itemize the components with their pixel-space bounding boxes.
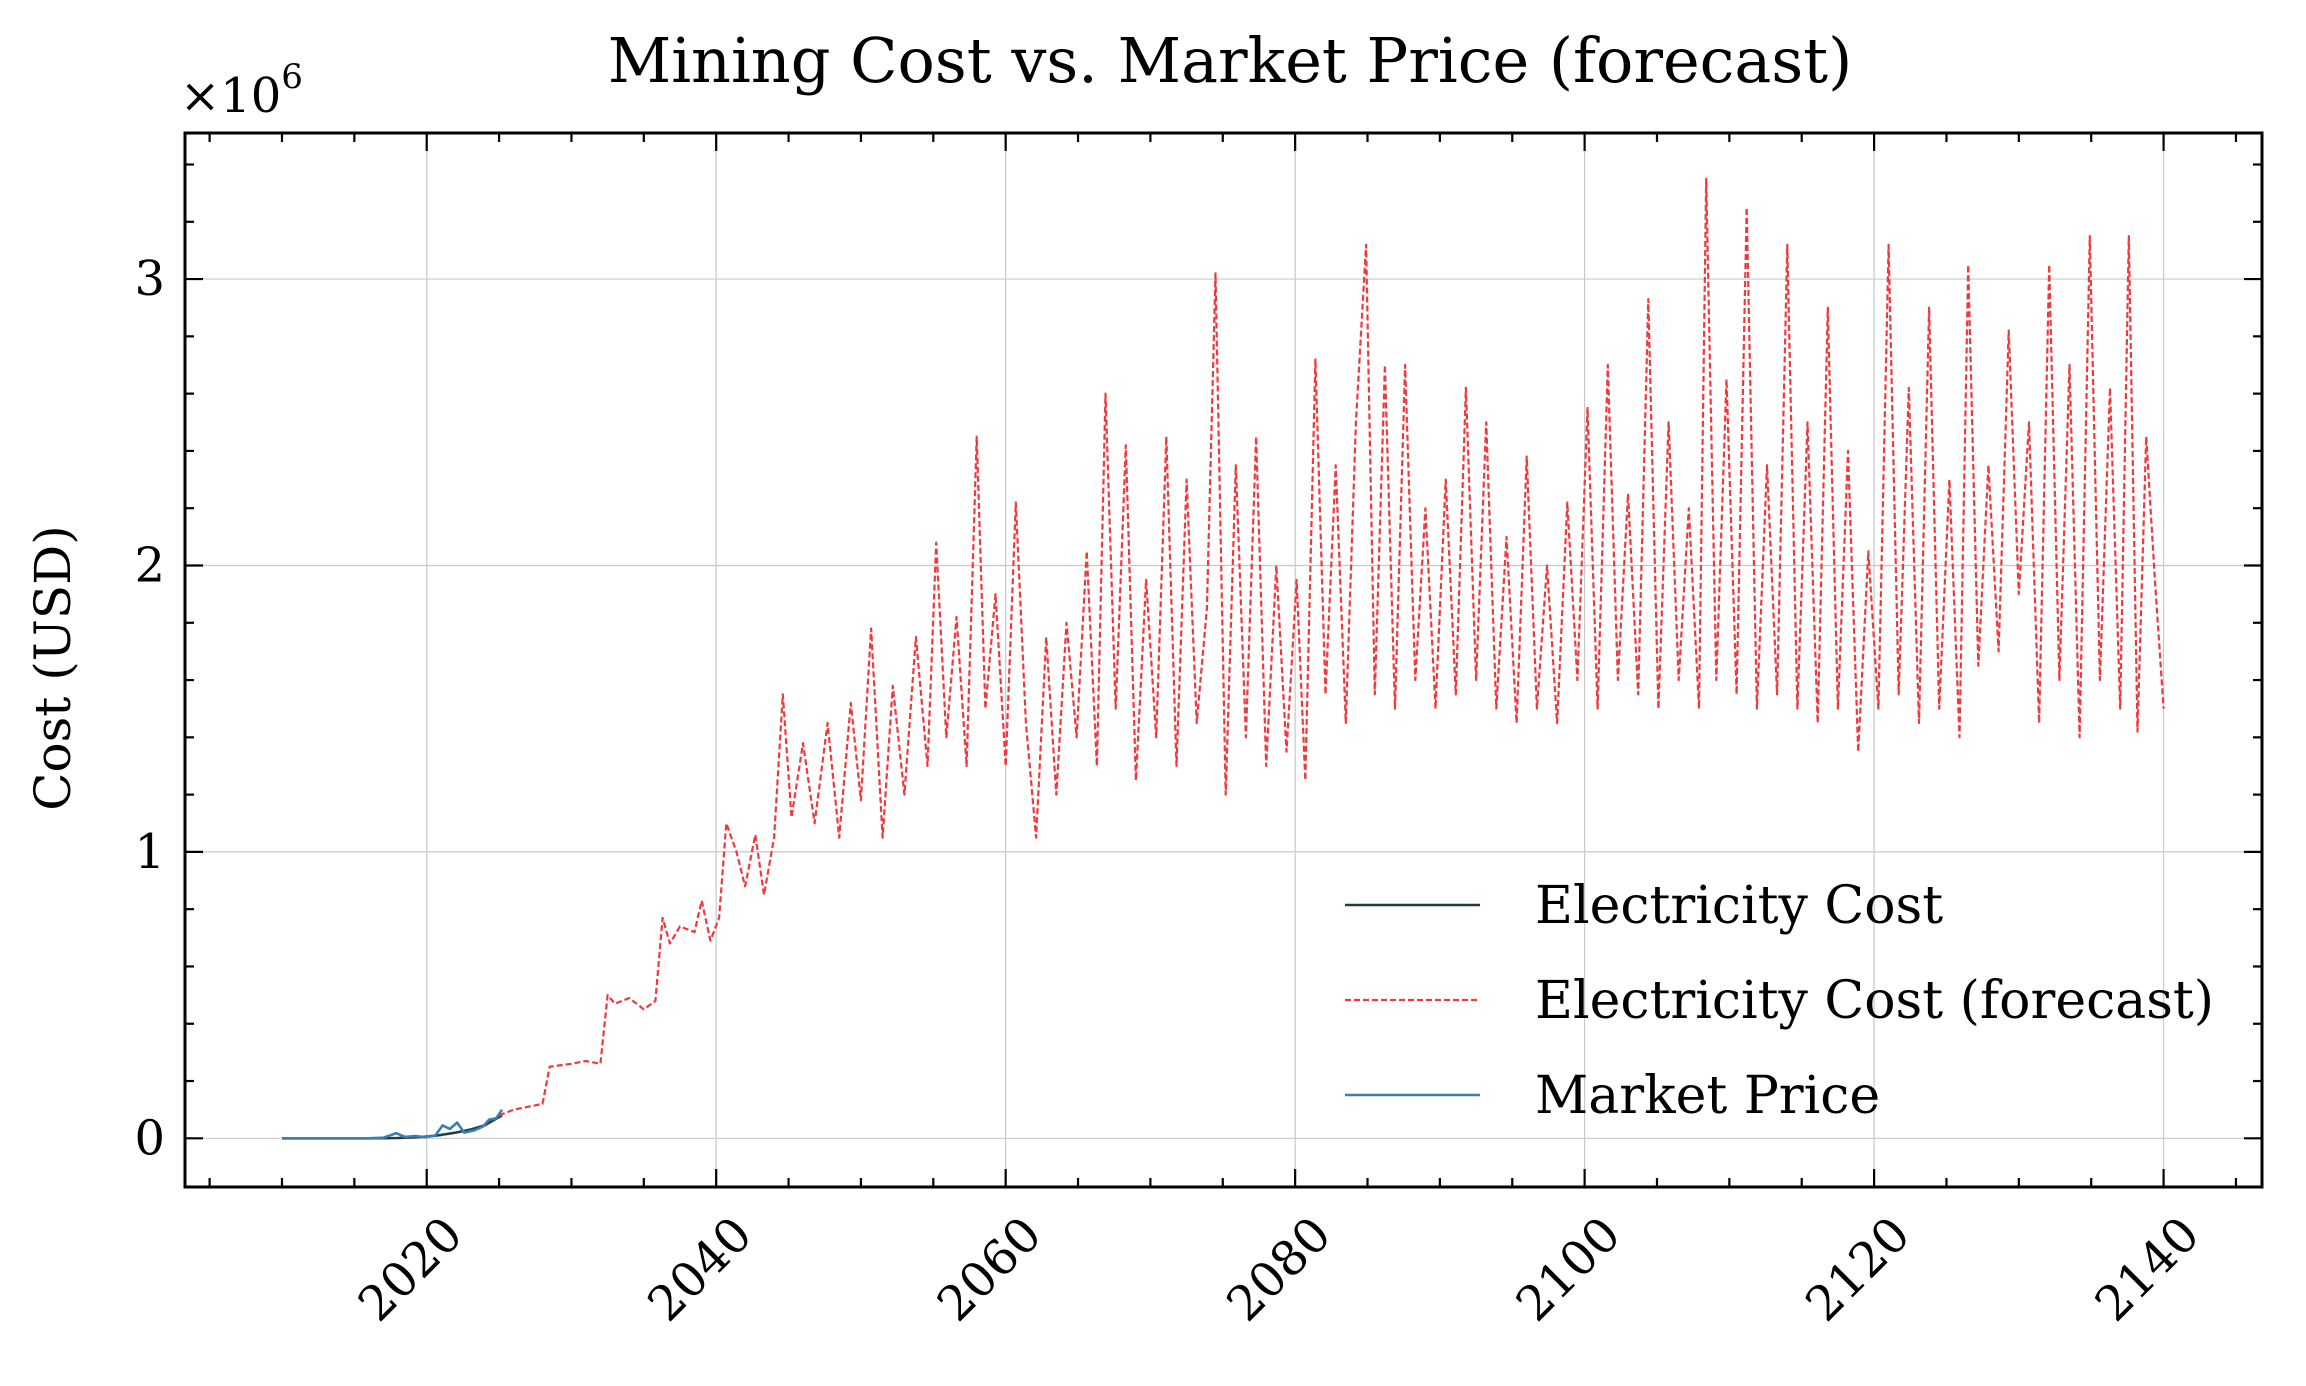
y-tick-label: 2 bbox=[134, 537, 165, 593]
y-tick-label: 3 bbox=[134, 251, 165, 307]
legend-label-0: Electricity Cost bbox=[1535, 876, 1943, 936]
legend-label-2: Market Price bbox=[1535, 1066, 1880, 1126]
legend: Electricity Cost Electricity Cost (foreca… bbox=[1345, 876, 2214, 1126]
y-tick-label: 0 bbox=[134, 1110, 165, 1166]
y-offset-label: ×106 bbox=[180, 57, 303, 124]
series-line-2 bbox=[282, 1108, 504, 1140]
y-offset-exponent: 6 bbox=[281, 57, 303, 97]
y-offset-base: ×10 bbox=[180, 68, 281, 124]
chart-title: Mining Cost vs. Market Price (forecast) bbox=[608, 24, 1853, 97]
y-tick-label: 1 bbox=[134, 824, 165, 880]
series-line-1 bbox=[498, 177, 2165, 1117]
gridlines bbox=[185, 133, 2262, 1187]
legend-label-1: Electricity Cost (forecast) bbox=[1535, 971, 2214, 1031]
data-series bbox=[282, 177, 2165, 1140]
y-axis-label: Cost (USD) bbox=[24, 525, 82, 811]
